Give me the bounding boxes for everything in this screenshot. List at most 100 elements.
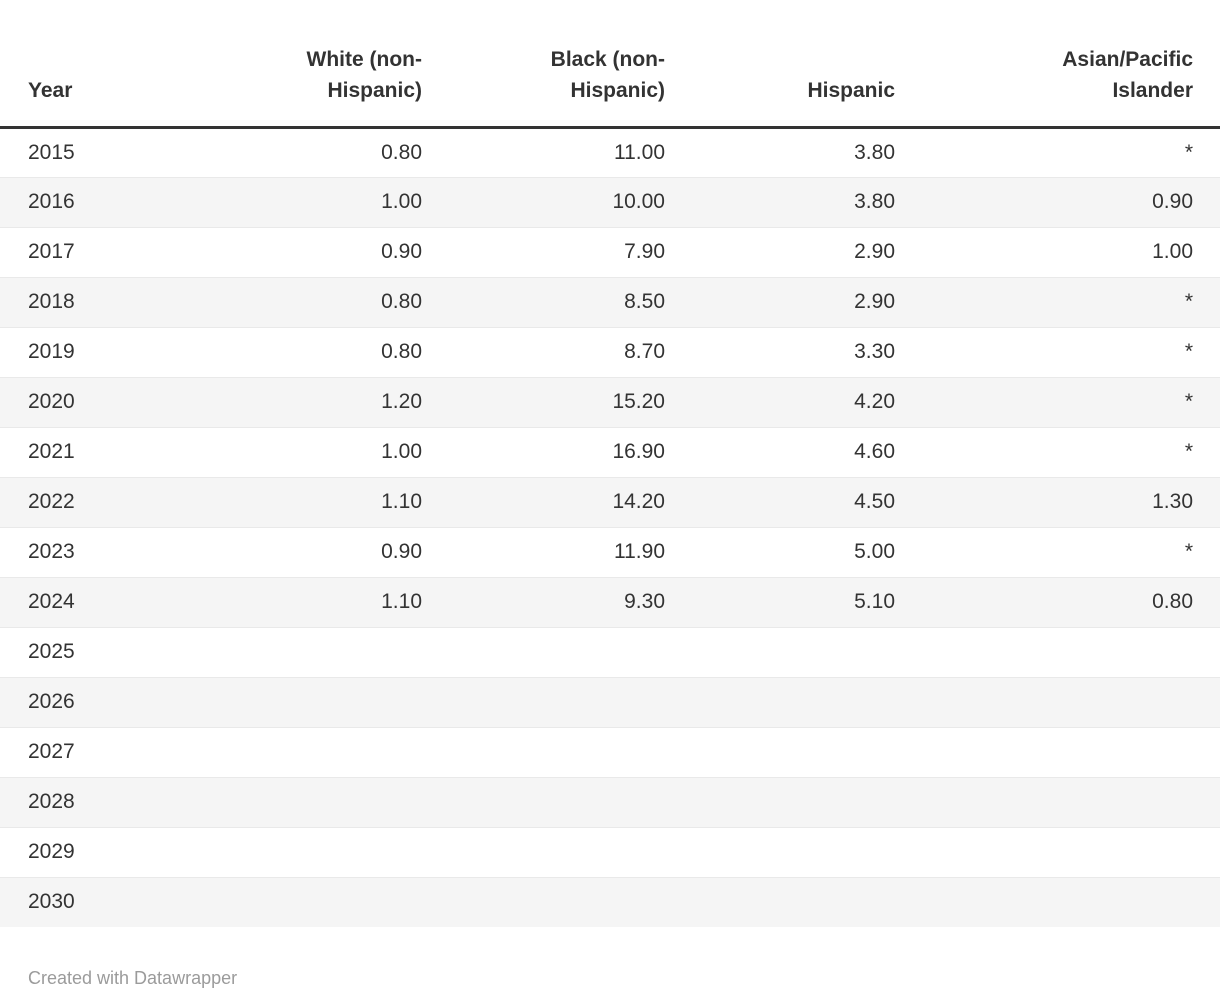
table-row-2022: 2022 1.10 14.20 4.50 1.30 bbox=[0, 477, 1220, 527]
value-cell: * bbox=[1184, 540, 1193, 563]
value-cell: 11.00 bbox=[614, 140, 665, 164]
table-row-2023: 2023 0.90 11.90 5.00 * bbox=[0, 527, 1220, 577]
value-cell: * bbox=[1184, 140, 1193, 164]
value-cell: 3.30 bbox=[854, 340, 895, 363]
value-cell bbox=[895, 877, 1220, 927]
year-cell: 2017 bbox=[28, 240, 75, 263]
table-row-2024: 2024 1.10 9.30 5.10 0.80 bbox=[0, 577, 1220, 627]
value-cell: * bbox=[1184, 440, 1193, 463]
year-cell: 2022 bbox=[28, 490, 75, 513]
value-cell: * bbox=[1184, 340, 1193, 363]
value-cell bbox=[422, 777, 665, 827]
header-row: Year White (non- Hispanic) Black (non- Hispa… bbox=[0, 0, 1220, 129]
value-cell: 1.10 bbox=[381, 590, 422, 613]
value-cell: 4.60 bbox=[854, 440, 895, 463]
value-cell bbox=[422, 677, 665, 727]
value-cell: 0.90 bbox=[381, 240, 422, 263]
column-header-hispanic: Hispanic bbox=[665, 0, 895, 129]
value-cell: * bbox=[1184, 290, 1193, 313]
year-cell: 2016 bbox=[28, 190, 75, 213]
value-cell bbox=[895, 627, 1220, 677]
year-cell: 2018 bbox=[28, 290, 75, 313]
value-cell bbox=[422, 827, 665, 877]
value-cell: 10.00 bbox=[612, 190, 665, 213]
table-row-2025: 2025 bbox=[0, 627, 1220, 677]
value-cell bbox=[422, 727, 665, 777]
value-cell: 1.00 bbox=[381, 440, 422, 463]
table-row-2029: 2029 bbox=[0, 827, 1220, 877]
table-row-2021: 2021 1.00 16.90 4.60 * bbox=[0, 427, 1220, 477]
value-cell bbox=[222, 677, 422, 727]
year-cell: 2023 bbox=[28, 540, 75, 563]
value-cell: 0.80 bbox=[381, 140, 422, 164]
year-cell: 2026 bbox=[28, 690, 75, 713]
value-cell: 0.90 bbox=[1152, 190, 1193, 213]
value-cell: 5.10 bbox=[854, 590, 895, 613]
year-cell: 2025 bbox=[28, 640, 75, 663]
table-row-2026: 2026 bbox=[0, 677, 1220, 727]
value-cell: 16.90 bbox=[612, 440, 665, 463]
value-cell: 0.80 bbox=[381, 290, 422, 313]
value-cell bbox=[222, 727, 422, 777]
value-cell bbox=[665, 877, 895, 927]
value-cell bbox=[422, 877, 665, 927]
value-cell: 3.80 bbox=[854, 140, 895, 164]
value-cell: 1.00 bbox=[381, 190, 422, 213]
value-cell bbox=[222, 627, 422, 677]
value-cell bbox=[422, 627, 665, 677]
value-cell: 9.30 bbox=[624, 590, 665, 613]
value-cell: 1.20 bbox=[381, 390, 422, 413]
column-header-asian_pacific_islander: Asian/Pacific Islander bbox=[895, 0, 1220, 129]
year-cell: 2028 bbox=[28, 790, 75, 813]
value-cell bbox=[665, 777, 895, 827]
table-row-2016: 2016 1.00 10.00 3.80 0.90 bbox=[0, 177, 1220, 227]
year-cell: 2020 bbox=[28, 390, 75, 413]
value-cell bbox=[895, 827, 1220, 877]
value-cell bbox=[222, 827, 422, 877]
value-cell bbox=[895, 677, 1220, 727]
value-cell: 1.00 bbox=[1152, 240, 1193, 263]
table-body: 2015 0.80 11.00 3.80 * 2016 1.00 10.00 3.80 0.90 2… bbox=[0, 127, 1220, 927]
value-cell bbox=[665, 677, 895, 727]
value-cell: 1.10 bbox=[381, 490, 422, 513]
value-cell bbox=[665, 727, 895, 777]
value-cell: 3.80 bbox=[854, 190, 895, 213]
value-cell: 0.80 bbox=[1152, 590, 1193, 613]
data-table: Year White (non- Hispanic) Black (non- Hispa… bbox=[0, 0, 1220, 927]
value-cell: 8.70 bbox=[624, 340, 665, 363]
year-cell: 2027 bbox=[28, 740, 75, 763]
table-header: Year White (non- Hispanic) Black (non- Hispa… bbox=[0, 0, 1220, 129]
value-cell bbox=[222, 777, 422, 827]
year-cell: 2015 bbox=[28, 140, 75, 164]
value-cell: * bbox=[1184, 390, 1193, 413]
datawrapper-attribution-link[interactable]: Created with Datawrapper bbox=[28, 968, 238, 988]
year-cell: 2030 bbox=[28, 890, 75, 914]
value-cell bbox=[895, 777, 1220, 827]
value-cell: 4.50 bbox=[854, 490, 895, 513]
table-row-2028: 2028 bbox=[0, 777, 1220, 827]
value-cell: 4.20 bbox=[854, 390, 895, 413]
value-cell: 0.80 bbox=[381, 340, 422, 363]
year-cell: 2019 bbox=[28, 340, 75, 363]
table-row-2027: 2027 bbox=[0, 727, 1220, 777]
column-header-year: Year bbox=[0, 0, 222, 129]
table-row-2020: 2020 1.20 15.20 4.20 * bbox=[0, 377, 1220, 427]
value-cell: 5.00 bbox=[854, 540, 895, 563]
value-cell bbox=[895, 727, 1220, 777]
value-cell: 8.50 bbox=[624, 290, 665, 313]
value-cell: 11.90 bbox=[614, 540, 665, 563]
value-cell bbox=[665, 627, 895, 677]
value-cell bbox=[222, 877, 422, 927]
value-cell: 7.90 bbox=[624, 240, 665, 263]
value-cell bbox=[665, 827, 895, 877]
value-cell: 15.20 bbox=[612, 390, 665, 413]
value-cell: 14.20 bbox=[612, 490, 665, 513]
attribution: Created with Datawrapper bbox=[28, 968, 1220, 989]
table-row-2019: 2019 0.80 8.70 3.30 * bbox=[0, 327, 1220, 377]
value-cell: 0.90 bbox=[381, 540, 422, 563]
year-cell: 2029 bbox=[28, 840, 75, 863]
column-header-black: Black (non- Hispanic) bbox=[422, 0, 665, 129]
value-cell: 1.30 bbox=[1152, 490, 1193, 513]
value-cell: 2.90 bbox=[854, 240, 895, 263]
